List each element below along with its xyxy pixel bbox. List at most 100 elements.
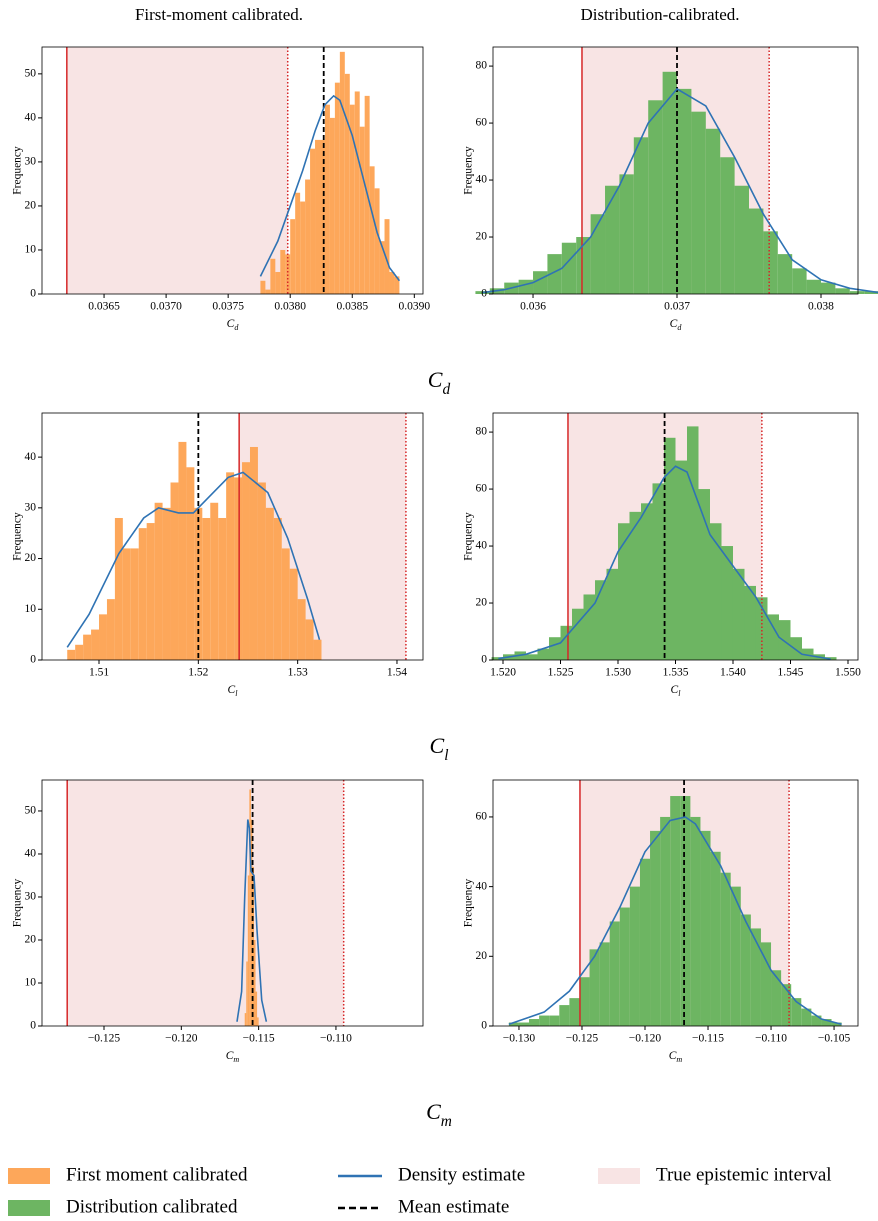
bar [315,139,320,294]
x-tick-label: 1.51 [89,667,109,679]
bar [710,851,721,1026]
bar [605,185,620,294]
y-tick-label: 80 [476,60,488,72]
y-axis-label: Frequency [12,146,24,195]
bar [662,71,678,295]
y-tick-label: 40 [25,451,37,463]
x-tick-label: 0.0375 [212,301,244,313]
x-tick-label: 0.036 [520,301,546,313]
bar [122,548,131,660]
bar [641,503,653,660]
row-label-main: C [426,1099,441,1124]
bar [579,977,590,1026]
x-tick-label: 1.520 [490,667,516,679]
bar [310,148,316,294]
x-tick-label: 0.0390 [399,301,431,313]
y-tick-label: 80 [476,426,488,438]
x-axis-label-sub: d [234,323,239,332]
density-line [66,471,321,648]
y-tick-label: 50 [25,805,37,817]
bar [572,608,584,660]
bar [305,619,314,660]
bar [652,483,665,660]
bar [285,254,291,294]
bar [831,1022,842,1026]
bar [518,1022,530,1026]
bar [99,614,107,660]
bar [319,139,325,294]
bar [475,291,490,294]
bar [324,104,330,294]
bar [297,599,306,660]
bar [781,984,792,1026]
y-tick-label: 0 [30,288,36,300]
x-axis-label-sub: d [677,323,682,332]
bar [549,1015,560,1026]
bar [677,88,692,294]
bar [265,507,274,660]
x-tick-label: 0.0370 [150,301,182,313]
bar [249,789,251,1026]
row-label-main: C [430,733,445,758]
axes-frame [41,46,424,295]
bar [633,137,649,294]
y-tick-label: 0 [30,654,36,666]
bar [295,192,301,294]
row-label: Cm [426,1099,452,1130]
bar [670,796,681,1026]
y-tick-label: 60 [476,483,488,495]
x-axis-label: Cl [671,684,682,699]
x-tick-label: 0.037 [664,301,690,313]
legend-label: True epistemic interval [656,1164,832,1185]
x-tick-label: 1.530 [605,667,631,679]
bar [491,657,504,660]
legend-patch [598,1168,640,1184]
y-tick-label: 10 [25,977,37,989]
y-tick-label: 40 [476,880,488,892]
bar [680,796,691,1026]
y-axis-label: Frequency [463,146,475,195]
bar [252,866,254,1026]
bar [619,907,630,1026]
bar [305,179,311,294]
y-tick-label: 30 [25,156,37,168]
row-label-sub: m [441,1113,452,1130]
x-axis-label: Cd [227,318,240,333]
bar [106,599,115,660]
y-tick-label: 20 [25,552,37,564]
bar [732,568,745,660]
y-tick-label: 50 [25,67,37,79]
bar [270,258,276,294]
y-tick-label: 20 [25,200,37,212]
bar [265,289,271,294]
y-axis-label: Frequency [463,512,475,561]
bar [595,580,607,660]
bar [83,634,92,660]
x-tick-label: −0.105 [818,1033,851,1045]
x-tick-label: 0.0365 [88,301,120,313]
bar [257,482,266,660]
bar [344,73,350,295]
x-tick-label: 1.545 [778,667,804,679]
bar [569,998,580,1026]
y-axis-label: Frequency [463,878,475,927]
bar [255,991,258,1026]
x-tick-label: 1.550 [835,667,861,679]
bar [162,507,171,660]
bar [75,644,84,660]
x-axis-label-sub: l [678,689,681,698]
axes-frame [492,46,859,295]
bar [639,858,651,1026]
x-tick-label: −0.110 [320,1033,352,1045]
y-tick-label: 20 [476,231,488,243]
x-axis-label-main: C [228,684,236,696]
legend-patch [8,1168,50,1184]
bar [186,467,195,660]
bar [234,477,243,660]
bar [811,1015,822,1026]
bar [253,939,256,1026]
bar [226,472,235,660]
bar [700,830,711,1026]
bar [561,242,577,294]
bar [820,282,836,294]
